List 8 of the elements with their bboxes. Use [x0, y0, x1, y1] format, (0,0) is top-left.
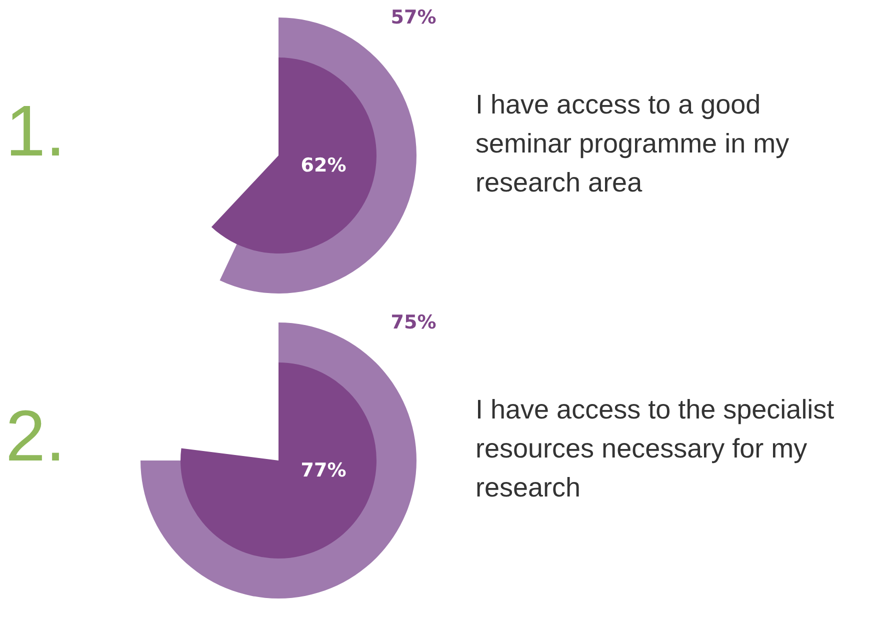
text: I have access to a good seminar programme in my research area [476, 90, 790, 198]
data-label: 77% [300, 460, 346, 482]
data-label: 62% [300, 154, 346, 176]
text: 2. [6, 396, 66, 476]
text: I have access to the specialist resources necessary for my research [476, 394, 835, 502]
data-label: 57% [390, 6, 436, 28]
data-label: 75% [390, 312, 436, 334]
text: 1. [6, 92, 66, 172]
